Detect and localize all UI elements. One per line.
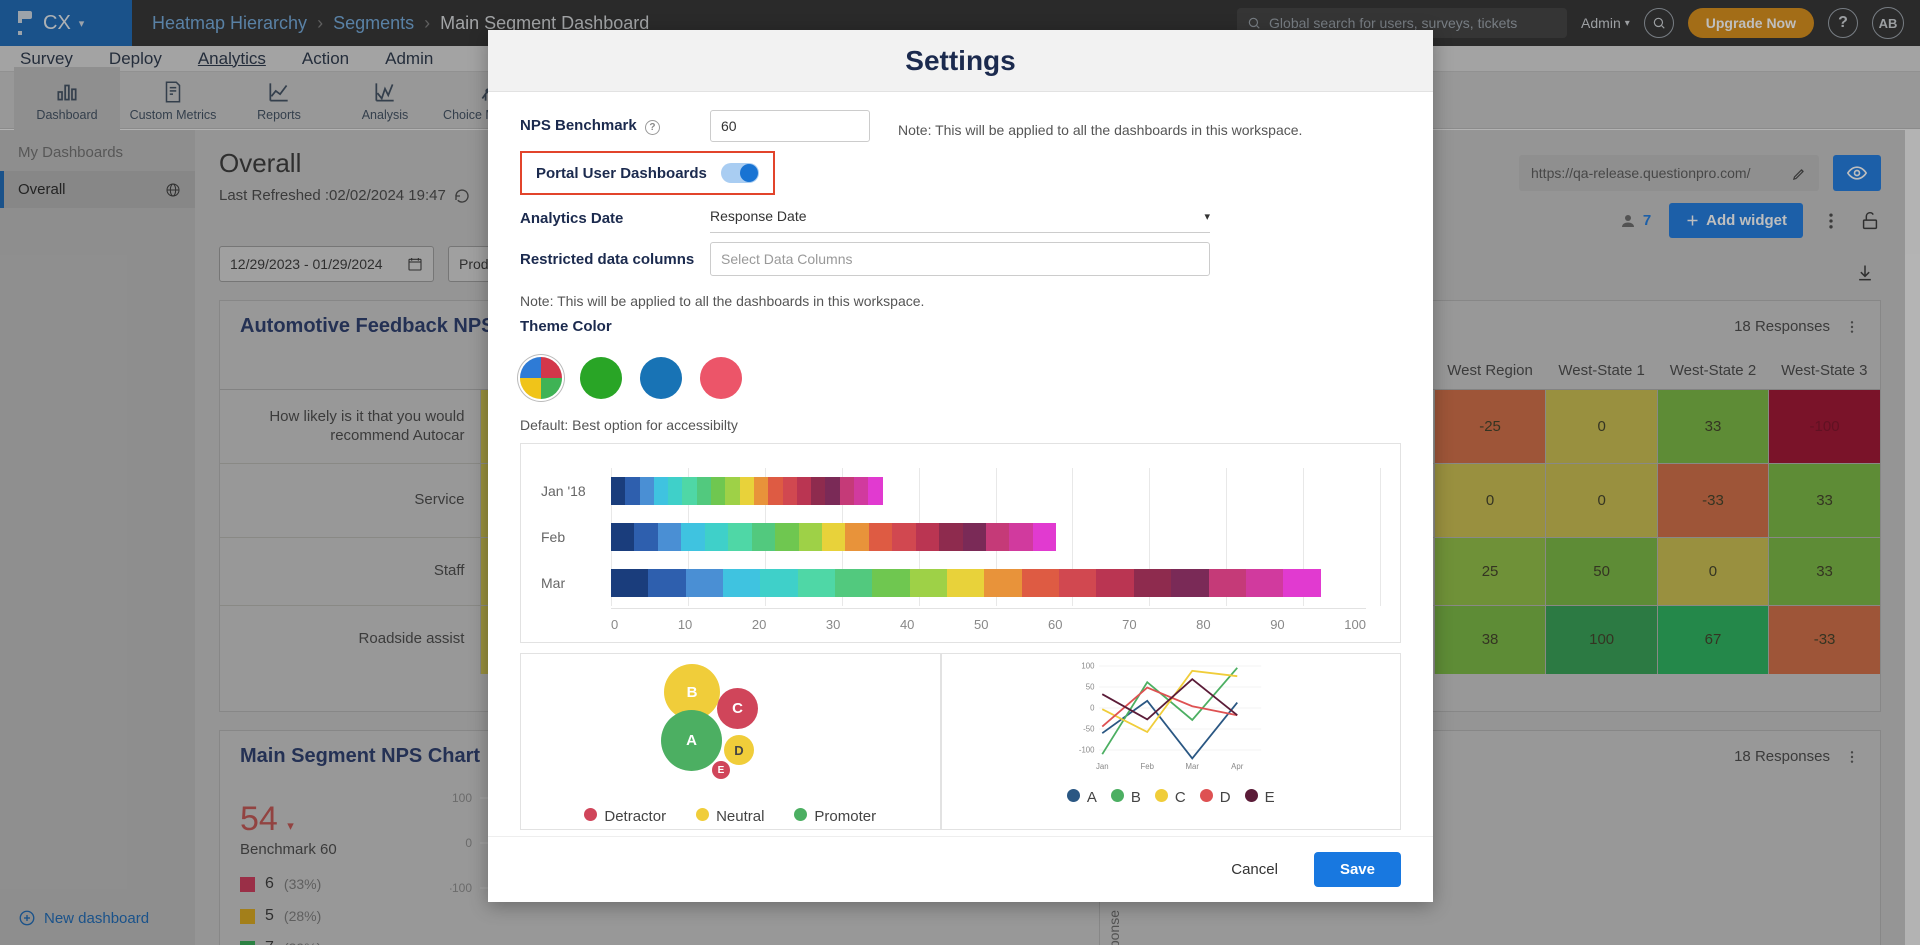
svg-text:100: 100 (1081, 661, 1095, 670)
svg-text:Mar: Mar (1185, 762, 1199, 771)
svg-text:0: 0 (1090, 703, 1095, 712)
svg-text:Feb: Feb (1140, 762, 1154, 771)
svg-text:50: 50 (1085, 682, 1094, 691)
svg-text:Jan: Jan (1095, 762, 1108, 771)
svg-text:-50: -50 (1083, 724, 1095, 733)
svg-text:-100: -100 (1078, 745, 1094, 754)
svg-text:Apr: Apr (1231, 762, 1244, 771)
